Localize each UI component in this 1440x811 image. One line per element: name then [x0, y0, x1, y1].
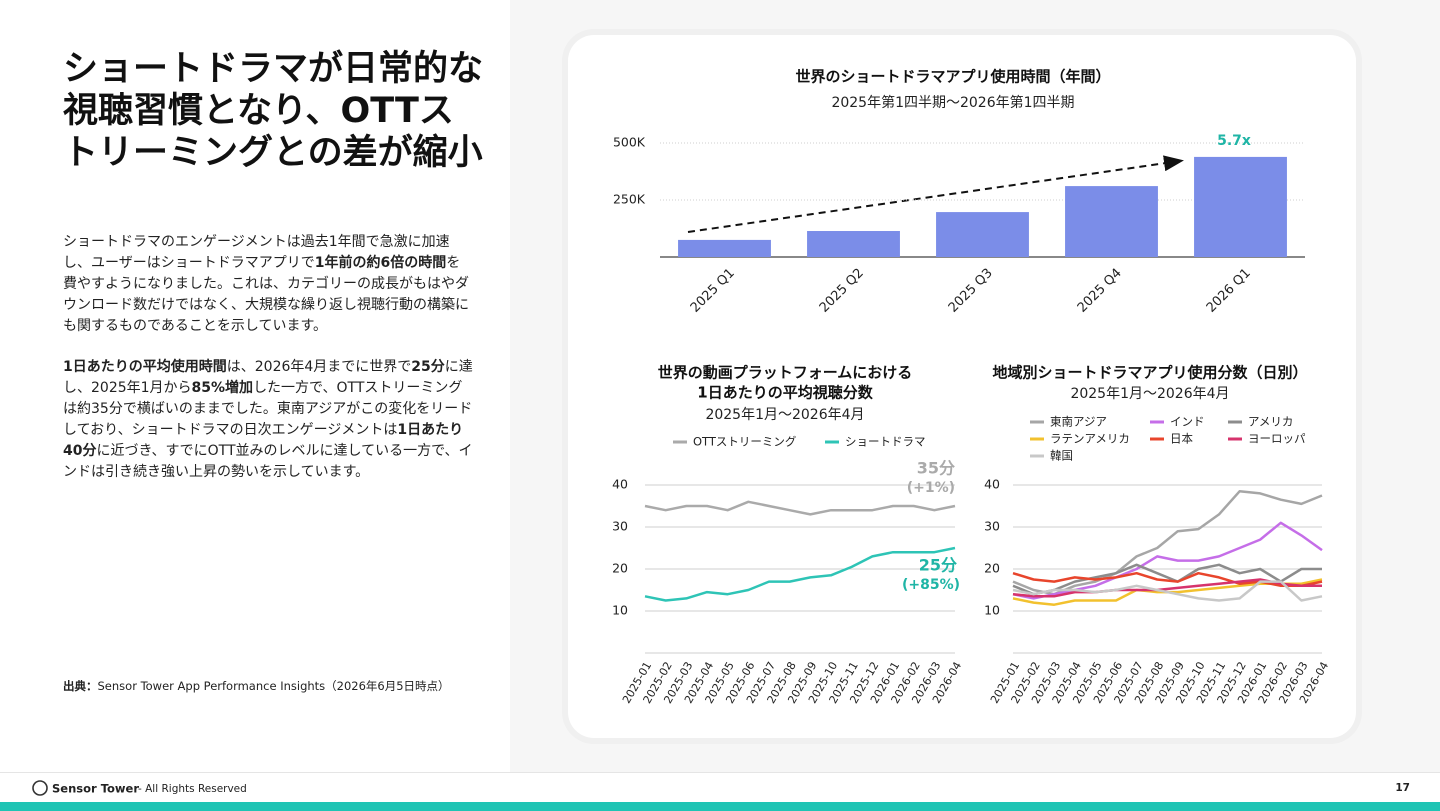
logo: Sensor Tower — [52, 782, 139, 796]
chart-subtitle: 2025年第1四半期～2026年第1四半期 — [831, 94, 1074, 111]
text-bold: 1日あたりの平均使用時間 — [63, 359, 227, 375]
text: は、2026年4月までに世界で — [226, 359, 412, 375]
line — [644, 500, 956, 516]
bar — [936, 212, 1029, 257]
chart-title: 地域別ショートドラマアプリ使用分数（日別） — [992, 364, 1307, 382]
y-tick-label: 10 — [984, 603, 1000, 618]
rights: - All Rights Reserved — [138, 783, 247, 795]
line — [1012, 563, 1322, 596]
text: を費やすようになりました。これは、カテゴリーの成長がもはやダウンロード数だけでは… — [63, 255, 469, 334]
bar — [1065, 186, 1158, 257]
line — [1012, 580, 1323, 602]
bar — [807, 231, 900, 257]
text-bold: 25分 — [411, 359, 445, 375]
source-text: Sensor Tower App Performance Insights（20… — [97, 679, 450, 693]
x-tick-label: 2025 Q3 — [946, 266, 996, 316]
y-tick-label: 30 — [612, 519, 628, 534]
footer-strip — [0, 802, 1440, 811]
text-panel: ショートドラマが日常的な視聴習慣となり、OTTストリーミングとの差が縮小 ショー… — [0, 0, 510, 772]
annotation: 5.7x — [1217, 133, 1251, 149]
source: 出典：Sensor Tower App Performance Insights… — [63, 678, 450, 694]
chart-title: 1日あたりの平均視聴分数 — [697, 384, 873, 402]
annotation: (+85%) — [902, 577, 960, 593]
logo-icon — [32, 780, 48, 796]
chart-title: 世界のショートドラマアプリ使用時間（年間） — [795, 68, 1110, 86]
paragraph: ショートドラマのエンゲージメントは過去1年間で急激に加速し、ユーザーはショートド… — [63, 232, 473, 337]
y-tick-label: 40 — [612, 477, 628, 492]
annotation: 25分 — [919, 556, 957, 575]
y-tick-label: 250K — [613, 192, 646, 207]
text: ショートドラマのエンゲージメントは過去1年間で急激に加速し、ユーザーはショートド… — [63, 234, 450, 271]
x-tick-label: 2025 Q1 — [688, 266, 738, 316]
page-number: 17 — [1395, 782, 1410, 794]
charts: 世界のショートドラマアプリ使用時間（年間） 2025年第1四半期～2026年第1四… — [612, 68, 1331, 706]
line — [644, 546, 956, 602]
bar — [1194, 156, 1287, 257]
legend-label: ショートドラマ — [845, 435, 926, 449]
trend-arrow — [687, 155, 1184, 233]
legend-label: 東南アジア — [1050, 415, 1107, 429]
bar — [678, 239, 771, 257]
y-tick-label: 40 — [984, 477, 1000, 492]
legend-label: ヨーロッパ — [1248, 432, 1306, 446]
chart-subtitle: 2025年1月～2026年4月 — [1070, 386, 1229, 402]
chart-subtitle: 2025年1月～2026年4月 — [705, 407, 864, 423]
chart-title: 世界の動画プラットフォームにおける — [658, 364, 913, 382]
text-bold: 1日あたり40分 — [63, 422, 464, 459]
footer: Sensor Tower - All Rights Reserved 17 — [0, 772, 1440, 811]
legend-label: ラテンアメリカ — [1050, 432, 1130, 446]
text-bold: 85%増加 — [191, 380, 254, 396]
y-tick-label: 30 — [984, 519, 1000, 534]
y-tick-label: 10 — [612, 603, 628, 618]
text: した一方で、OTTストリーミングは約35分で横ばいのままでした。東南アジアがこの… — [63, 380, 473, 438]
paragraph: 1日あたりの平均使用時間は、2026年4月までに世界で25分に達し、2025年1… — [63, 357, 473, 483]
text: に近づき、すでにOTT並みのレベルに達している一方で、インドは引き続き強い上昇の… — [63, 443, 473, 480]
page-title: ショートドラマが日常的な視聴習慣となり、OTTストリーミングとの差が縮小 — [63, 49, 484, 173]
legend-label: アメリカ — [1248, 415, 1293, 429]
text-bold: 1年前の約6倍の時間 — [314, 255, 447, 271]
line — [1012, 521, 1323, 600]
line — [1012, 571, 1323, 588]
x-tick-label: 2026 Q1 — [1204, 266, 1254, 316]
annotation: 35分 — [917, 459, 955, 478]
y-tick-label: 20 — [612, 561, 628, 576]
legend-label: 日本 — [1170, 432, 1193, 446]
x-tick-label: 2025 Q4 — [1075, 266, 1125, 316]
y-tick-label: 20 — [984, 561, 1000, 576]
y-tick-label: 500K — [613, 135, 646, 150]
annotation: (+1%) — [907, 480, 955, 496]
x-tick-label: 2025 Q2 — [817, 266, 867, 316]
legend-label: 韓国 — [1050, 449, 1073, 463]
footer-graphics: Sensor Tower - All Rights Reserved 17 — [32, 780, 1410, 796]
text: に達し、2025年1月から — [63, 359, 473, 396]
legend-label: インド — [1170, 415, 1205, 429]
legend-label: OTTストリーミング — [693, 435, 797, 449]
source-label: 出典： — [63, 679, 98, 693]
chart-card — [568, 35, 1356, 738]
